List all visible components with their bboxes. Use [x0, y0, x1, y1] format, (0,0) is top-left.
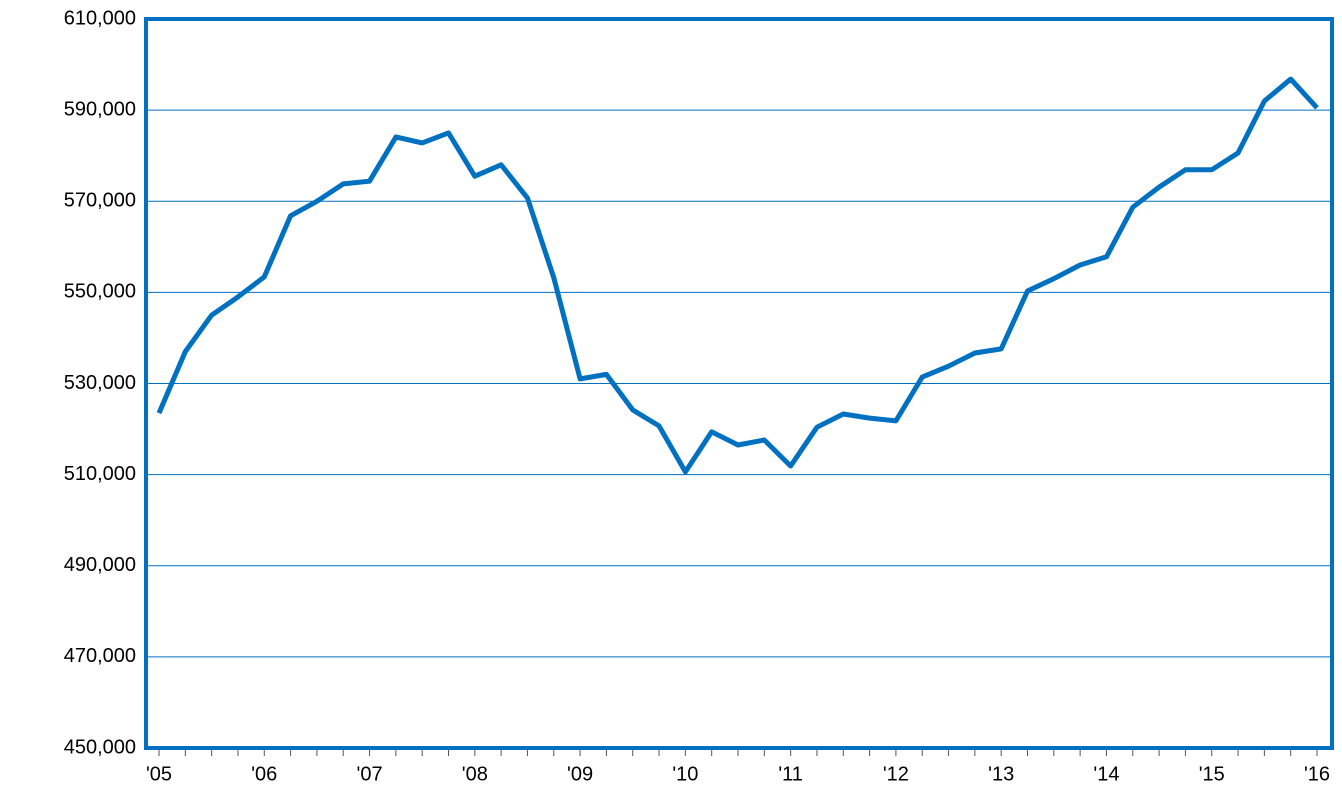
- x-tick-label: '05: [146, 763, 172, 785]
- x-tick-label: '06: [251, 763, 277, 785]
- x-tick-label: '09: [567, 763, 593, 785]
- x-tick-label: '12: [883, 763, 909, 785]
- y-tick-label: 470,000: [64, 645, 136, 667]
- y-tick-label: 490,000: [64, 554, 136, 576]
- series-line: [156, 76, 1319, 475]
- x-tick-label: '14: [1093, 763, 1119, 785]
- x-tick-label: '13: [988, 763, 1014, 785]
- plot-frame: [144, 17, 1334, 750]
- y-tick-label: 450,000: [64, 736, 136, 758]
- y-tick-label: 510,000: [64, 463, 136, 485]
- x-tick-label: '11: [778, 763, 803, 785]
- y-tick-label: 610,000: [64, 7, 136, 29]
- x-tick-label: '16: [1304, 763, 1330, 785]
- x-tick-label: '07: [357, 763, 383, 785]
- x-tick-label: '10: [672, 763, 698, 785]
- y-tick-label: 550,000: [64, 281, 136, 303]
- y-tick-label: 590,000: [64, 98, 136, 120]
- x-tick-label: '15: [1199, 763, 1225, 785]
- y-tick-label: 570,000: [64, 190, 136, 212]
- x-tick-label: '08: [462, 763, 488, 785]
- y-tick-label: 530,000: [64, 372, 136, 394]
